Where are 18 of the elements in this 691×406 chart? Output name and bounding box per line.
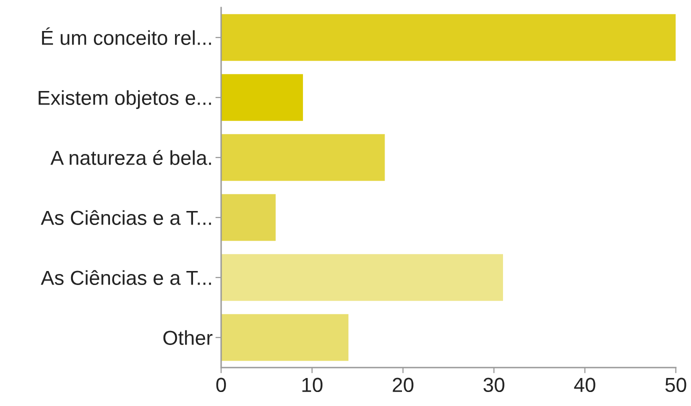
x-tick-label: 50 xyxy=(665,378,686,392)
bar xyxy=(221,194,276,241)
bar xyxy=(221,14,676,61)
bar xyxy=(221,314,348,361)
bar xyxy=(221,134,385,181)
x-tick-label: 0 xyxy=(216,378,226,392)
y-tick-label: A natureza é bela. xyxy=(50,150,211,166)
x-tick-label: 10 xyxy=(302,378,322,392)
y-tick-label: Existem objetos e... xyxy=(38,90,211,109)
y-tick-label: As Ciências e a T... xyxy=(40,270,211,286)
y-tick-label: Other xyxy=(163,330,212,346)
x-tick-label: 40 xyxy=(574,378,596,392)
x-tick-label: 30 xyxy=(483,378,504,392)
bar xyxy=(221,74,303,121)
x-tick-label: 20 xyxy=(392,378,414,392)
y-tick-label: É um conceito rel... xyxy=(42,27,211,46)
y-tick-label: As Ciências e a T... xyxy=(40,210,211,226)
bar xyxy=(221,254,504,301)
